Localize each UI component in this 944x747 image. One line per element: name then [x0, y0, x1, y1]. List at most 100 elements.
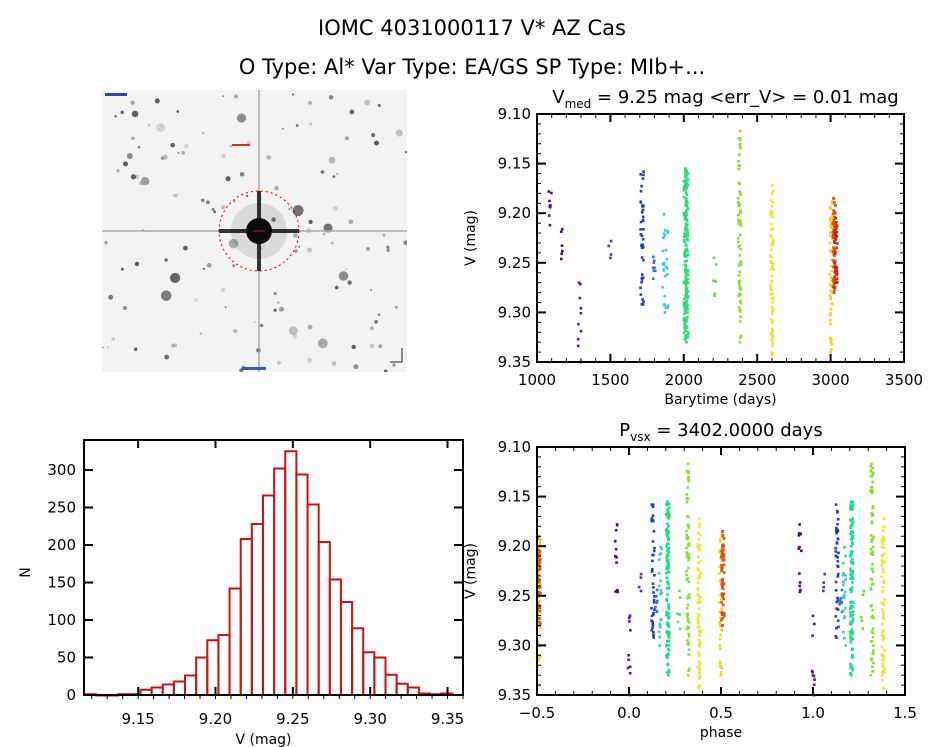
data-point [871, 472, 875, 475]
data-point [560, 244, 564, 247]
data-point [738, 211, 742, 214]
data-point [684, 286, 688, 290]
data-point [851, 500, 855, 504]
data-point [686, 223, 689, 226]
data-point [833, 229, 837, 232]
data-point [771, 184, 774, 187]
data-point [683, 326, 686, 329]
data-point [615, 523, 619, 527]
data-point [835, 600, 839, 604]
star [122, 305, 127, 310]
star [298, 245, 301, 248]
data-point [871, 670, 874, 673]
data-point [639, 589, 643, 593]
data-point [659, 592, 663, 595]
data-point [721, 530, 724, 533]
data-point [665, 576, 669, 580]
data-point [829, 222, 833, 226]
data-point [771, 312, 774, 315]
data-point [697, 607, 701, 611]
data-point [665, 527, 669, 531]
data-point [685, 555, 689, 558]
data-point [686, 254, 689, 257]
star [271, 217, 276, 222]
data-point [722, 548, 725, 552]
data-point [685, 500, 689, 504]
data-point [833, 275, 836, 278]
histogram-bar [250, 523, 264, 696]
data-point [653, 266, 656, 270]
data-point [651, 559, 654, 563]
data-point [667, 536, 671, 540]
data-point [666, 656, 669, 660]
data-point [686, 238, 690, 242]
data-point [833, 281, 837, 285]
data-point [664, 306, 668, 309]
data-point [651, 277, 655, 281]
star [273, 291, 277, 296]
x-tick-label: −0.5 [519, 704, 555, 722]
data-point [722, 537, 726, 540]
data-point [666, 230, 670, 234]
star [345, 268, 348, 271]
data-point [665, 257, 669, 261]
data-point [718, 644, 722, 647]
data-point [822, 581, 825, 584]
histogram-bar [284, 450, 298, 696]
data-point [688, 593, 691, 596]
data-point [843, 590, 847, 594]
star [306, 247, 312, 253]
data-point [870, 615, 873, 619]
data-point [871, 627, 875, 631]
data-point [628, 665, 632, 669]
data-point [836, 528, 840, 532]
histogram-bar [228, 587, 242, 696]
data-point [684, 202, 688, 206]
data-point [811, 614, 815, 618]
data-point [834, 269, 837, 272]
data-point [683, 254, 686, 258]
data-point [831, 214, 834, 217]
data-point [850, 550, 854, 553]
data-point [682, 195, 686, 199]
data-point [720, 618, 723, 622]
y-axis-label: N [18, 567, 34, 577]
star [102, 346, 104, 349]
data-point [881, 633, 884, 637]
data-point [697, 654, 701, 657]
histogram-bar [339, 601, 354, 696]
data-point [666, 639, 669, 643]
data-point [739, 288, 743, 291]
histogram-bar [317, 541, 331, 696]
data-point [770, 279, 773, 283]
data-point [657, 584, 661, 588]
data-point [664, 248, 668, 252]
data-point [667, 668, 671, 672]
data-point [686, 311, 689, 314]
data-point [696, 626, 700, 629]
scale-label [242, 367, 266, 370]
data-point [627, 616, 631, 620]
data-point [849, 635, 853, 639]
data-point [769, 210, 773, 213]
data-point [830, 347, 833, 351]
data-point [851, 520, 854, 524]
data-point [684, 228, 688, 231]
data-point [696, 618, 700, 621]
data-point [813, 622, 816, 626]
data-point [687, 471, 690, 475]
data-point [537, 655, 541, 659]
data-point [871, 570, 875, 574]
data-point [658, 622, 662, 626]
data-point [833, 212, 837, 215]
star [366, 247, 370, 251]
data-point [616, 588, 619, 592]
data-point [665, 559, 669, 563]
data-point [832, 201, 836, 204]
data-point [686, 296, 689, 300]
data-point [538, 610, 542, 614]
data-point [882, 610, 885, 613]
data-point [650, 629, 654, 632]
data-point [685, 193, 689, 196]
